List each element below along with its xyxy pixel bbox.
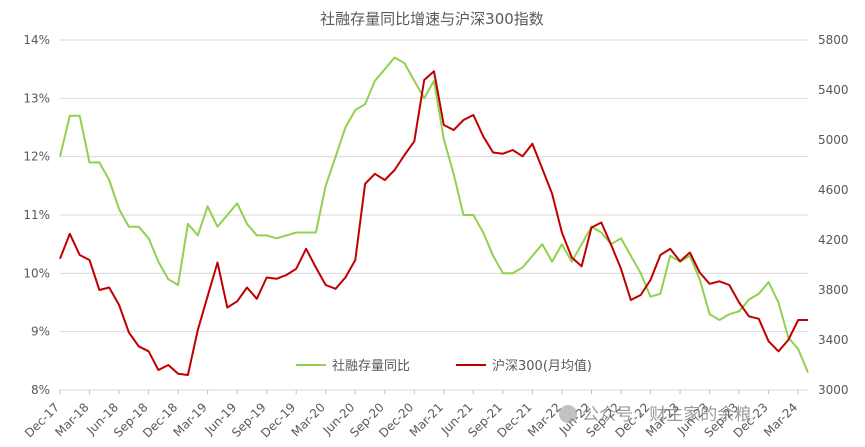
y-axis-left: 8% 9% 10% 11% 12% 13% 14% — [23, 33, 50, 397]
y-tick-label: 8% — [31, 383, 50, 397]
x-tick-label: Mar-21 — [407, 400, 446, 439]
x-tick-label: Mar-18 — [52, 400, 91, 439]
y-tick-label: 10% — [23, 266, 50, 280]
x-tick-label: Mar-19 — [171, 400, 210, 439]
y2-tick-label: 3000 — [818, 383, 849, 397]
y-tick-label: 11% — [23, 208, 50, 222]
y-tick-label: 12% — [23, 150, 50, 164]
y-tick-label: 14% — [23, 33, 50, 47]
y2-tick-label: 5800 — [818, 33, 849, 47]
y2-tick-label: 4600 — [818, 183, 849, 197]
x-tick-label: Mar-22 — [525, 400, 564, 439]
series-line-social-financing — [59, 56, 809, 373]
y-tick-label: 9% — [31, 325, 50, 339]
y2-tick-label: 3800 — [818, 283, 849, 297]
legend: 社融存量同比 沪深300(月均值) — [296, 358, 592, 374]
chart-title: 社融存量同比增速与沪深300指数 — [320, 10, 544, 28]
watermark-logo-icon — [559, 405, 577, 423]
legend-label-social-financing: 社融存量同比 — [332, 358, 410, 374]
y2-tick-label: 3400 — [818, 333, 849, 347]
legend-label-csi300: 沪深300(月均值) — [492, 358, 592, 374]
y2-tick-label: 5000 — [818, 133, 849, 147]
watermark: 公众号 · 财主家的余粮 — [559, 405, 751, 425]
y-tick-label: 13% — [23, 91, 50, 105]
y-axis-right: 3000 3400 3800 4200 4600 5000 5400 5800 — [818, 33, 849, 397]
series-group — [59, 56, 809, 376]
x-tick-label: Mar-20 — [289, 400, 328, 439]
y2-tick-label: 4200 — [818, 233, 849, 247]
y2-tick-label: 5400 — [818, 83, 849, 97]
series-line-csi300 — [59, 70, 808, 376]
watermark-text: 公众号 · 财主家的余粮 — [582, 405, 751, 425]
gridlines — [60, 39, 808, 391]
x-tick-label: Mar-24 — [761, 400, 800, 439]
